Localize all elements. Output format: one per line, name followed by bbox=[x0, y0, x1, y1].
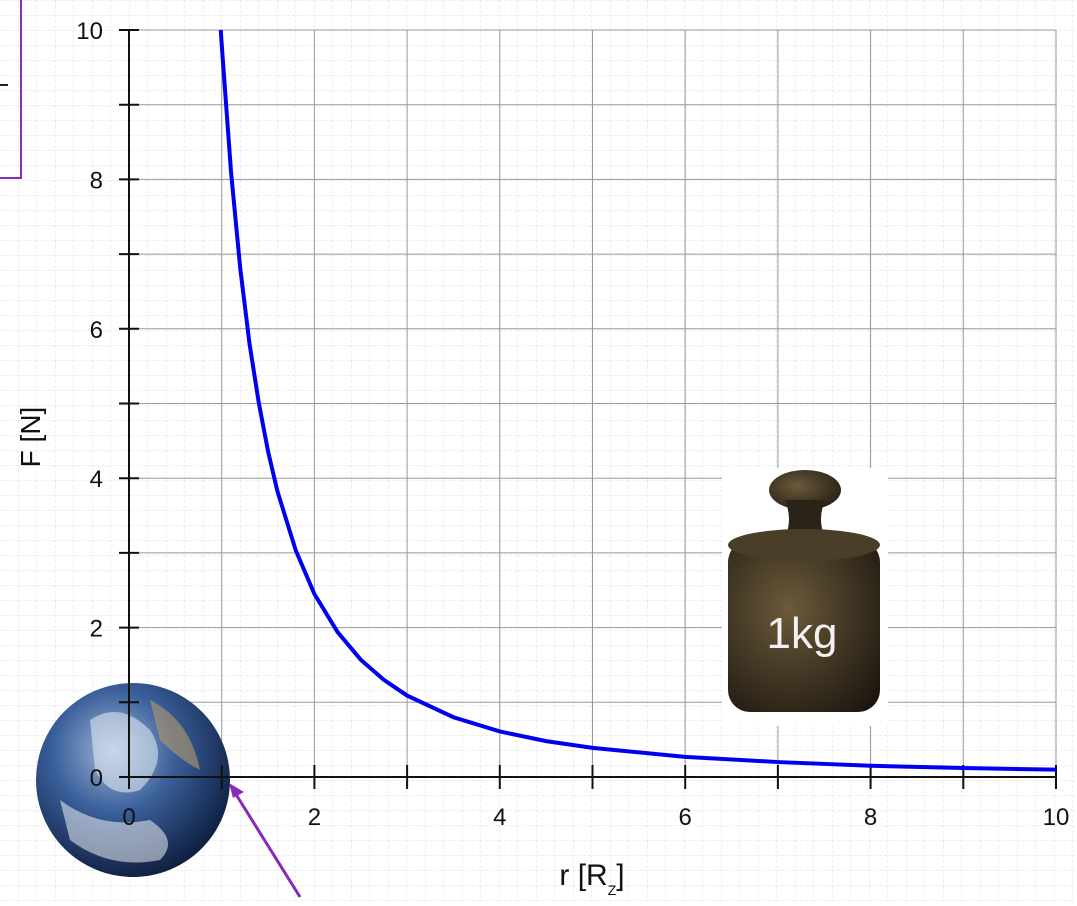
earth-image bbox=[36, 683, 230, 877]
grid bbox=[128, 29, 1057, 778]
y-tick-label: 6 bbox=[90, 317, 103, 344]
plot: 0 2 4 6 8 10 0 2 4 6 8 10 bbox=[76, 18, 1069, 831]
y-axis-label: F [N] bbox=[15, 407, 46, 468]
weight-image: 1kg bbox=[722, 468, 888, 726]
x-tick-label: 0 bbox=[122, 804, 135, 831]
arrow-head bbox=[229, 783, 244, 798]
y-tick-label: 0 bbox=[90, 765, 103, 792]
x-tick-label: 2 bbox=[308, 804, 321, 831]
x-tick-label: 6 bbox=[679, 804, 692, 831]
x-tick-label: 4 bbox=[493, 804, 506, 831]
x-axis-label: r [RZ] bbox=[559, 859, 624, 898]
x-axis-label-end: ] bbox=[616, 859, 624, 892]
y-tick-label: 4 bbox=[90, 466, 103, 493]
clipped-box bbox=[0, 0, 22, 179]
weight-label: 1kg bbox=[767, 609, 838, 658]
x-tick-label: 10 bbox=[1043, 804, 1070, 831]
x-axis-label-sub: Z bbox=[608, 882, 617, 898]
y-tick-label: 2 bbox=[90, 616, 103, 643]
data-line bbox=[218, 29, 1057, 772]
y-tick-label: 8 bbox=[90, 167, 103, 194]
x-tick-label: 8 bbox=[864, 804, 877, 831]
y-tick-label: 10 bbox=[76, 18, 103, 45]
x-axis-label-main: r [R bbox=[559, 859, 607, 892]
pointer-arrow bbox=[230, 787, 302, 898]
